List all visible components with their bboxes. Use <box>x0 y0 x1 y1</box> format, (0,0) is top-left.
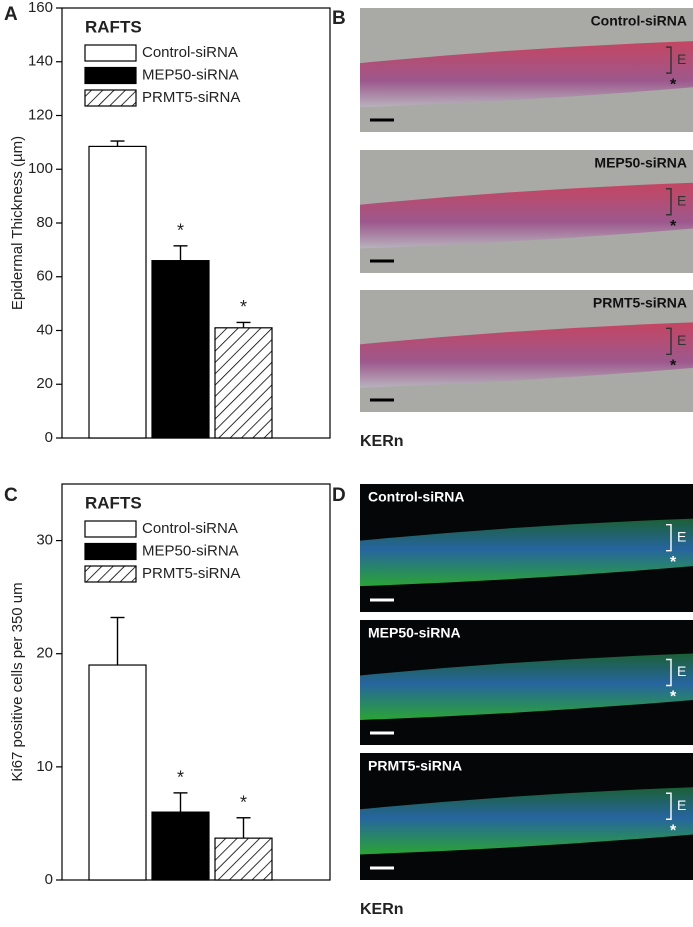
bar <box>88 145 147 439</box>
legend-label: Control-siRNA <box>142 44 238 61</box>
layer-label: E <box>677 663 686 679</box>
legend-label: PRMT5-siRNA <box>142 565 240 582</box>
panel-label: A <box>4 4 18 25</box>
image-title: MEP50-siRNA <box>594 155 687 171</box>
panel-label: C <box>4 485 18 506</box>
bar <box>214 327 273 439</box>
y-tick-label: 160 <box>28 0 53 16</box>
legend-swatch <box>84 565 137 583</box>
image-title: PRMT5-siRNA <box>368 758 462 774</box>
layer-label: E <box>677 332 686 348</box>
y-tick-label: 120 <box>28 106 53 123</box>
layer-label: E <box>677 797 686 813</box>
panel-label: D <box>332 485 346 506</box>
layer-marker: * <box>670 554 677 571</box>
tissue-layer <box>360 322 693 388</box>
layer-bracket <box>666 188 672 216</box>
legend-label: MEP50-siRNA <box>142 542 239 559</box>
significance-marker: * <box>240 297 247 317</box>
y-tick-label: 20 <box>36 375 53 392</box>
significance-marker: * <box>177 768 184 788</box>
legend-swatch <box>84 520 137 538</box>
bar <box>88 664 147 881</box>
y-tick-label: 0 <box>45 429 53 446</box>
cell-line-label: KERn <box>360 433 404 450</box>
image-title: Control-siRNA <box>591 13 687 29</box>
image-title: PRMT5-siRNA <box>593 295 687 311</box>
layer-bracket <box>666 327 672 356</box>
panel-label: B <box>332 8 346 29</box>
y-axis-label: Ki67 positive cells per 350 um <box>9 582 26 781</box>
image-title: Control-siRNA <box>368 489 464 505</box>
y-tick-label: 60 <box>36 268 53 285</box>
legend-label: PRMT5-siRNA <box>142 89 240 106</box>
y-tick-label: 100 <box>28 160 53 177</box>
y-tick-label: 40 <box>36 321 53 338</box>
layer-label: E <box>677 192 686 208</box>
layer-label: E <box>677 528 686 544</box>
layer-marker: * <box>670 76 677 93</box>
legend-title: RAFTS <box>85 493 142 512</box>
layer-marker: * <box>670 358 677 375</box>
image-title: MEP50-siRNA <box>368 625 461 641</box>
y-tick-label: 0 <box>45 871 53 888</box>
layer-marker: * <box>670 822 677 839</box>
layer-bracket <box>666 523 672 552</box>
legend-title: RAFTS <box>85 17 142 36</box>
legend-label: Control-siRNA <box>142 520 238 537</box>
y-tick-label: 140 <box>28 53 53 70</box>
tissue-layer <box>360 653 693 720</box>
layer-label: E <box>677 51 686 67</box>
layer-bracket <box>666 658 672 687</box>
significance-marker: * <box>240 793 247 813</box>
legend-swatch <box>84 89 137 107</box>
layer-marker: * <box>670 689 677 706</box>
bar <box>214 837 273 881</box>
tissue-layer <box>360 518 693 587</box>
legend-swatch <box>84 44 137 62</box>
significance-marker: * <box>177 221 184 241</box>
legend-swatch <box>84 66 137 85</box>
legend-swatch <box>84 542 137 561</box>
tissue-layer <box>360 182 693 249</box>
tissue-layer <box>360 41 693 108</box>
layer-bracket <box>666 792 672 820</box>
bar <box>151 811 210 881</box>
layer-bracket <box>666 46 672 74</box>
y-axis-label: Epidermal Thickness (µm) <box>9 136 26 310</box>
cell-line-label: KERn <box>360 901 404 918</box>
y-tick-label: 80 <box>36 214 53 231</box>
legend-label: MEP50-siRNA <box>142 66 239 83</box>
bar <box>151 260 210 439</box>
y-tick-label: 10 <box>36 758 53 775</box>
y-tick-label: 20 <box>36 645 53 662</box>
y-tick-label: 30 <box>36 532 53 549</box>
layer-marker: * <box>670 218 677 235</box>
tissue-layer <box>360 787 693 855</box>
